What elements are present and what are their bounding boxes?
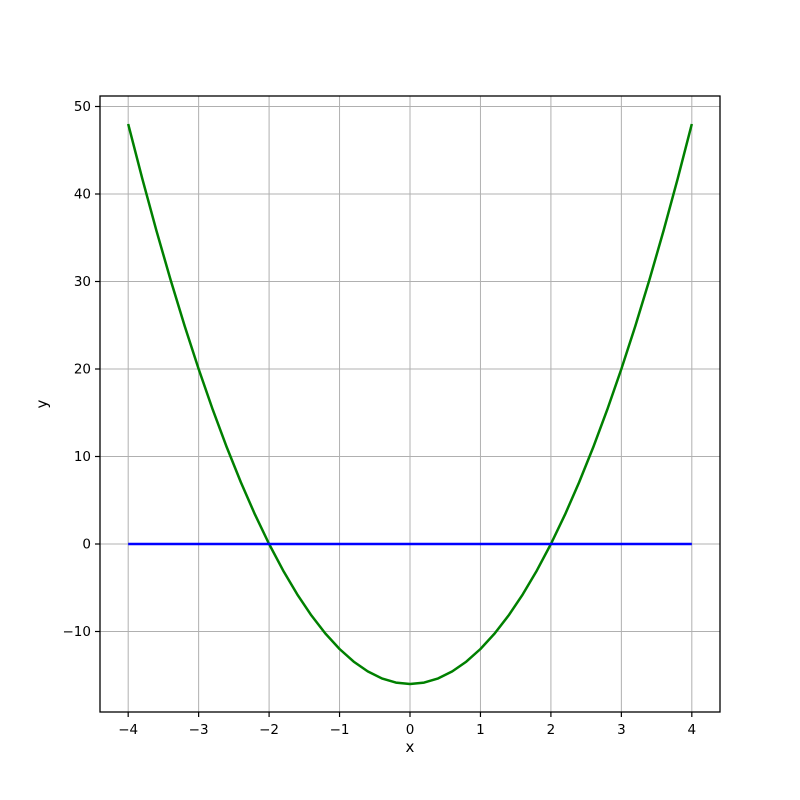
x-tick-label: −2 xyxy=(259,722,279,738)
x-tick-label: 2 xyxy=(547,722,556,738)
x-axis-label: x xyxy=(406,738,415,756)
x-tick-label: 1 xyxy=(476,722,485,738)
y-tick-label: 50 xyxy=(74,99,91,115)
grid-layer xyxy=(100,96,720,712)
x-tick-label: −1 xyxy=(330,722,350,738)
x-tick-label: 0 xyxy=(406,722,415,738)
y-tick-label: 0 xyxy=(82,537,91,553)
y-axis-label: y xyxy=(33,399,51,408)
y-tick-label: 10 xyxy=(74,449,91,465)
x-tick-label: −3 xyxy=(189,722,209,738)
x-tick-label: 4 xyxy=(688,722,697,738)
y-tick-label: 30 xyxy=(74,274,91,290)
y-tick-label: 40 xyxy=(74,187,91,203)
y-tick-label: 20 xyxy=(74,362,91,378)
y-tick-label: −10 xyxy=(63,624,92,640)
x-tick-label: −4 xyxy=(118,722,138,738)
series-layer xyxy=(126,123,694,686)
x-tick-label: 3 xyxy=(617,722,626,738)
tick-layer xyxy=(95,105,693,717)
series-line xyxy=(126,123,694,686)
